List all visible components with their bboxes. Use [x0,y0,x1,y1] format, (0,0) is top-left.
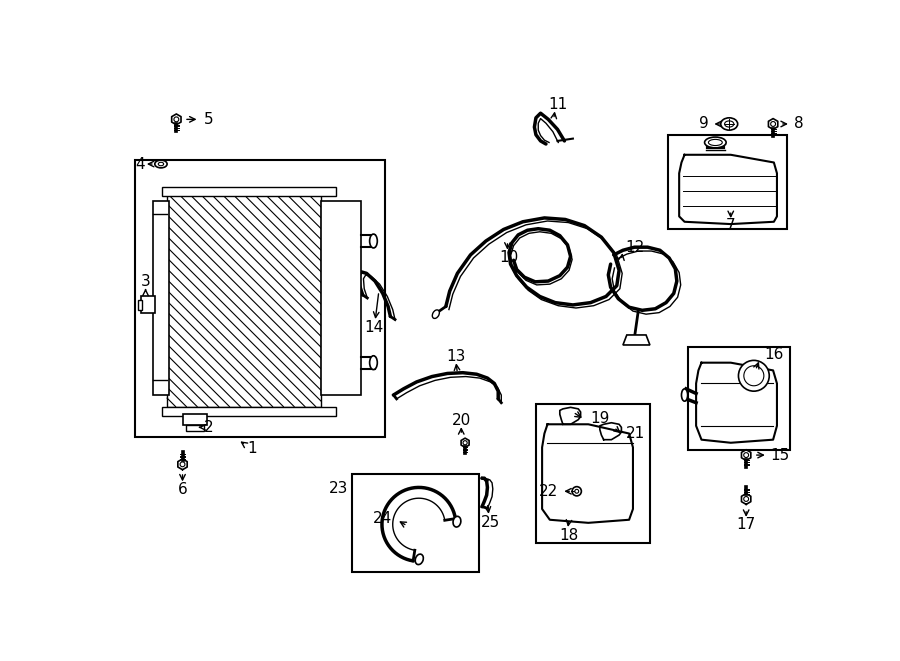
Text: 9: 9 [698,116,708,132]
Text: 20: 20 [452,413,471,428]
Circle shape [180,462,184,467]
Text: 21: 21 [626,426,645,441]
Text: 3: 3 [140,274,150,290]
Text: 1: 1 [247,442,256,456]
Text: 2: 2 [204,420,213,435]
Bar [536,405,650,543]
Circle shape [743,453,749,457]
Bar [668,135,787,229]
Text: 17: 17 [736,517,756,532]
Text: 23: 23 [328,481,348,496]
Text: 11: 11 [548,97,567,112]
Circle shape [743,366,764,386]
Bar [185,425,204,431]
Ellipse shape [708,139,723,145]
Circle shape [770,122,776,126]
Ellipse shape [724,121,733,127]
Polygon shape [623,335,650,345]
Ellipse shape [415,554,423,564]
Bar [183,414,207,425]
Bar [167,193,321,407]
Circle shape [738,360,770,391]
Circle shape [572,486,581,496]
Ellipse shape [158,163,164,166]
Circle shape [463,441,467,445]
Circle shape [575,489,579,493]
Text: 10: 10 [500,251,518,266]
Text: 22: 22 [539,484,558,499]
Text: 14: 14 [364,320,383,334]
Ellipse shape [453,516,461,527]
Bar [138,300,142,309]
Text: 16: 16 [764,348,783,362]
Bar [321,201,361,395]
Ellipse shape [721,118,738,130]
Ellipse shape [705,137,726,148]
Text: 5: 5 [204,112,213,127]
Text: 12: 12 [626,240,644,254]
Ellipse shape [370,234,377,248]
Ellipse shape [370,356,377,369]
Bar [688,347,790,449]
Text: 25: 25 [481,514,500,529]
Ellipse shape [155,160,167,168]
Circle shape [743,496,749,502]
Text: 19: 19 [590,410,609,426]
Ellipse shape [432,310,439,319]
Text: 8: 8 [794,116,804,132]
Text: 24: 24 [373,511,392,525]
Bar [352,473,479,572]
Ellipse shape [681,389,688,401]
Circle shape [174,117,179,122]
Bar [163,407,336,416]
Bar [135,160,385,438]
Text: 15: 15 [770,447,790,463]
Bar [153,201,168,395]
Text: 13: 13 [446,349,465,364]
Text: 4: 4 [135,157,145,171]
Text: 6: 6 [177,483,187,497]
Text: 7: 7 [726,218,735,233]
Text: 18: 18 [560,527,579,543]
Bar [163,187,336,196]
Bar [141,297,155,313]
